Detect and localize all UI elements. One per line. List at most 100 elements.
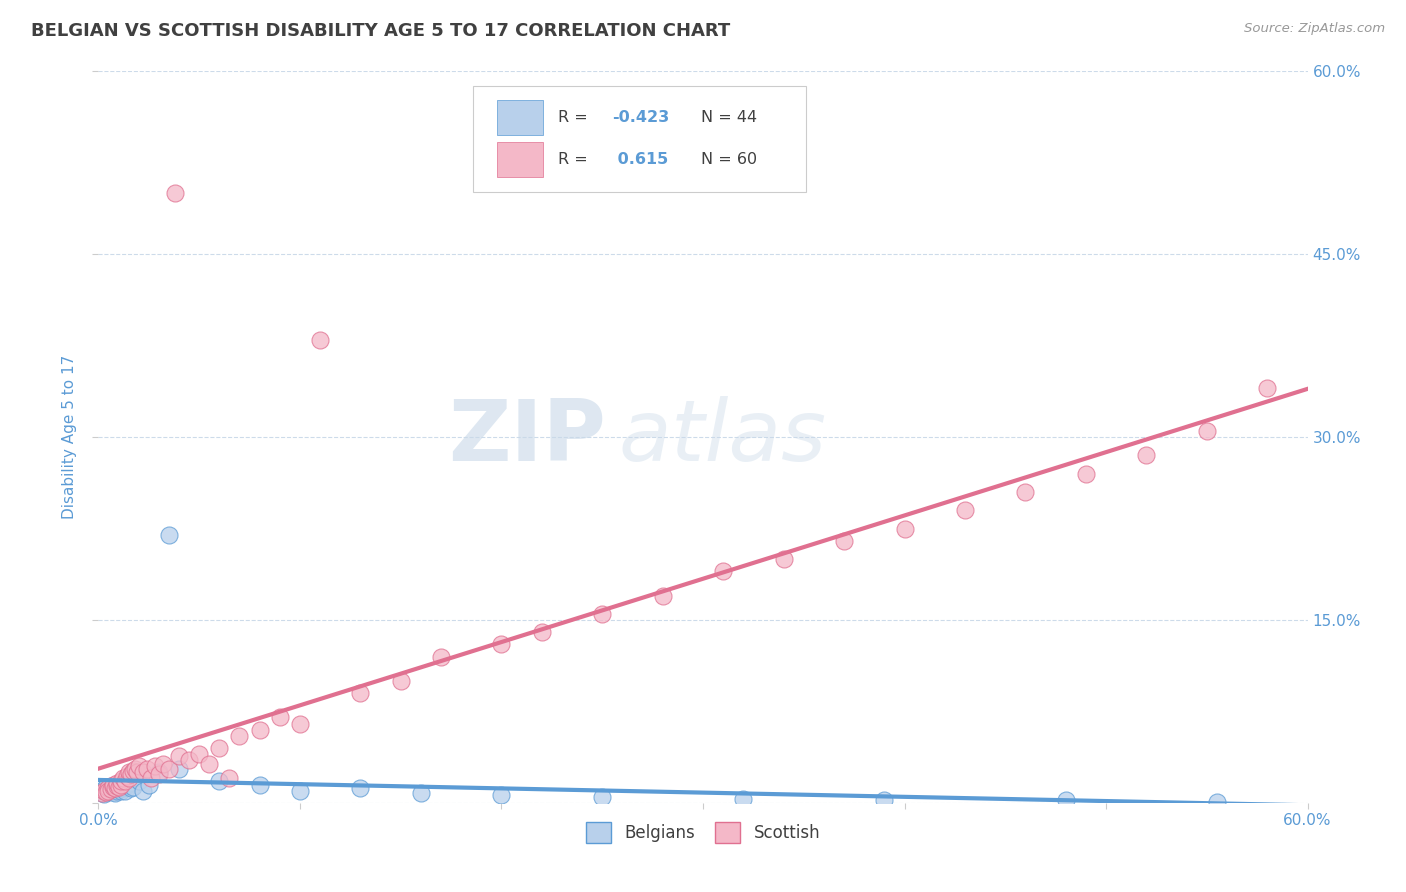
Point	[733, 792, 755, 806]
Point	[1135, 448, 1157, 462]
Point	[107, 778, 129, 792]
Point	[132, 765, 155, 780]
Point	[208, 740, 231, 755]
Point	[157, 762, 180, 776]
Text: BELGIAN VS SCOTTISH DISABILITY AGE 5 TO 17 CORRELATION CHART: BELGIAN VS SCOTTISH DISABILITY AGE 5 TO …	[31, 22, 730, 40]
Point	[143, 759, 166, 773]
Point	[121, 780, 143, 794]
Point	[139, 772, 162, 786]
Text: 0.615: 0.615	[613, 152, 669, 167]
Point	[93, 787, 115, 801]
Point	[118, 772, 141, 786]
Point	[111, 772, 134, 786]
Point	[148, 765, 170, 780]
Point	[148, 766, 170, 780]
Point	[121, 764, 143, 778]
Point	[105, 781, 128, 796]
Point	[114, 783, 136, 797]
FancyBboxPatch shape	[498, 142, 543, 177]
Point	[110, 783, 132, 797]
Point	[114, 773, 136, 788]
Point	[491, 789, 513, 803]
Point	[110, 773, 132, 788]
Point	[97, 781, 120, 796]
Point	[103, 780, 125, 794]
Point	[198, 756, 221, 771]
Point	[269, 710, 291, 724]
Point	[110, 780, 132, 794]
Point	[1054, 793, 1077, 807]
Point	[93, 783, 115, 797]
Point	[97, 785, 120, 799]
Point	[349, 781, 371, 796]
Point	[651, 589, 673, 603]
Point	[101, 785, 124, 799]
Point	[167, 749, 190, 764]
FancyBboxPatch shape	[498, 100, 543, 135]
Point	[97, 781, 120, 796]
FancyBboxPatch shape	[474, 86, 806, 192]
Point	[491, 637, 513, 651]
Point	[105, 776, 128, 790]
Point	[591, 607, 613, 621]
Point	[218, 772, 240, 786]
Point	[873, 793, 896, 807]
Point	[124, 772, 146, 786]
Point	[249, 778, 271, 792]
Point	[249, 723, 271, 737]
Point	[188, 747, 211, 761]
Point	[953, 503, 976, 517]
Point	[100, 783, 122, 797]
Point	[288, 783, 311, 797]
Legend: Belgians, Scottish: Belgians, Scottish	[579, 815, 827, 849]
Point	[309, 333, 332, 347]
Point	[389, 673, 412, 688]
Point	[163, 186, 186, 201]
Point	[101, 782, 124, 797]
Point	[103, 786, 125, 800]
Text: -0.423: -0.423	[613, 110, 669, 125]
Point	[105, 783, 128, 797]
Point	[711, 564, 734, 578]
Point	[1195, 424, 1218, 438]
Point	[157, 527, 180, 541]
Point	[107, 782, 129, 797]
Point	[772, 552, 794, 566]
Point	[349, 686, 371, 700]
Point	[591, 789, 613, 804]
Point	[118, 765, 141, 780]
Point	[893, 521, 915, 535]
Point	[107, 780, 129, 794]
Point	[96, 780, 118, 794]
Point	[208, 773, 231, 788]
Point	[138, 778, 160, 792]
Point	[1256, 381, 1278, 395]
Point	[96, 783, 118, 797]
Point	[530, 625, 553, 640]
Point	[103, 781, 125, 796]
Point	[135, 762, 157, 776]
Point	[167, 762, 190, 776]
Point	[1014, 485, 1036, 500]
Point	[128, 773, 150, 788]
Point	[288, 716, 311, 731]
Point	[228, 729, 250, 743]
Point	[832, 533, 855, 548]
Point	[152, 756, 174, 771]
Point	[100, 782, 122, 797]
Point	[101, 780, 124, 794]
Text: R =: R =	[558, 110, 593, 125]
Point	[105, 779, 128, 793]
Point	[91, 786, 114, 800]
Point	[1206, 795, 1229, 809]
Point	[125, 765, 148, 780]
Point	[120, 766, 142, 780]
Point	[118, 776, 141, 790]
Point	[132, 783, 155, 797]
Text: ZIP: ZIP	[449, 395, 606, 479]
Text: atlas: atlas	[619, 395, 827, 479]
Point	[430, 649, 453, 664]
Text: R =: R =	[558, 152, 598, 167]
Text: N = 60: N = 60	[700, 152, 756, 167]
Y-axis label: Disability Age 5 to 17: Disability Age 5 to 17	[62, 355, 77, 519]
